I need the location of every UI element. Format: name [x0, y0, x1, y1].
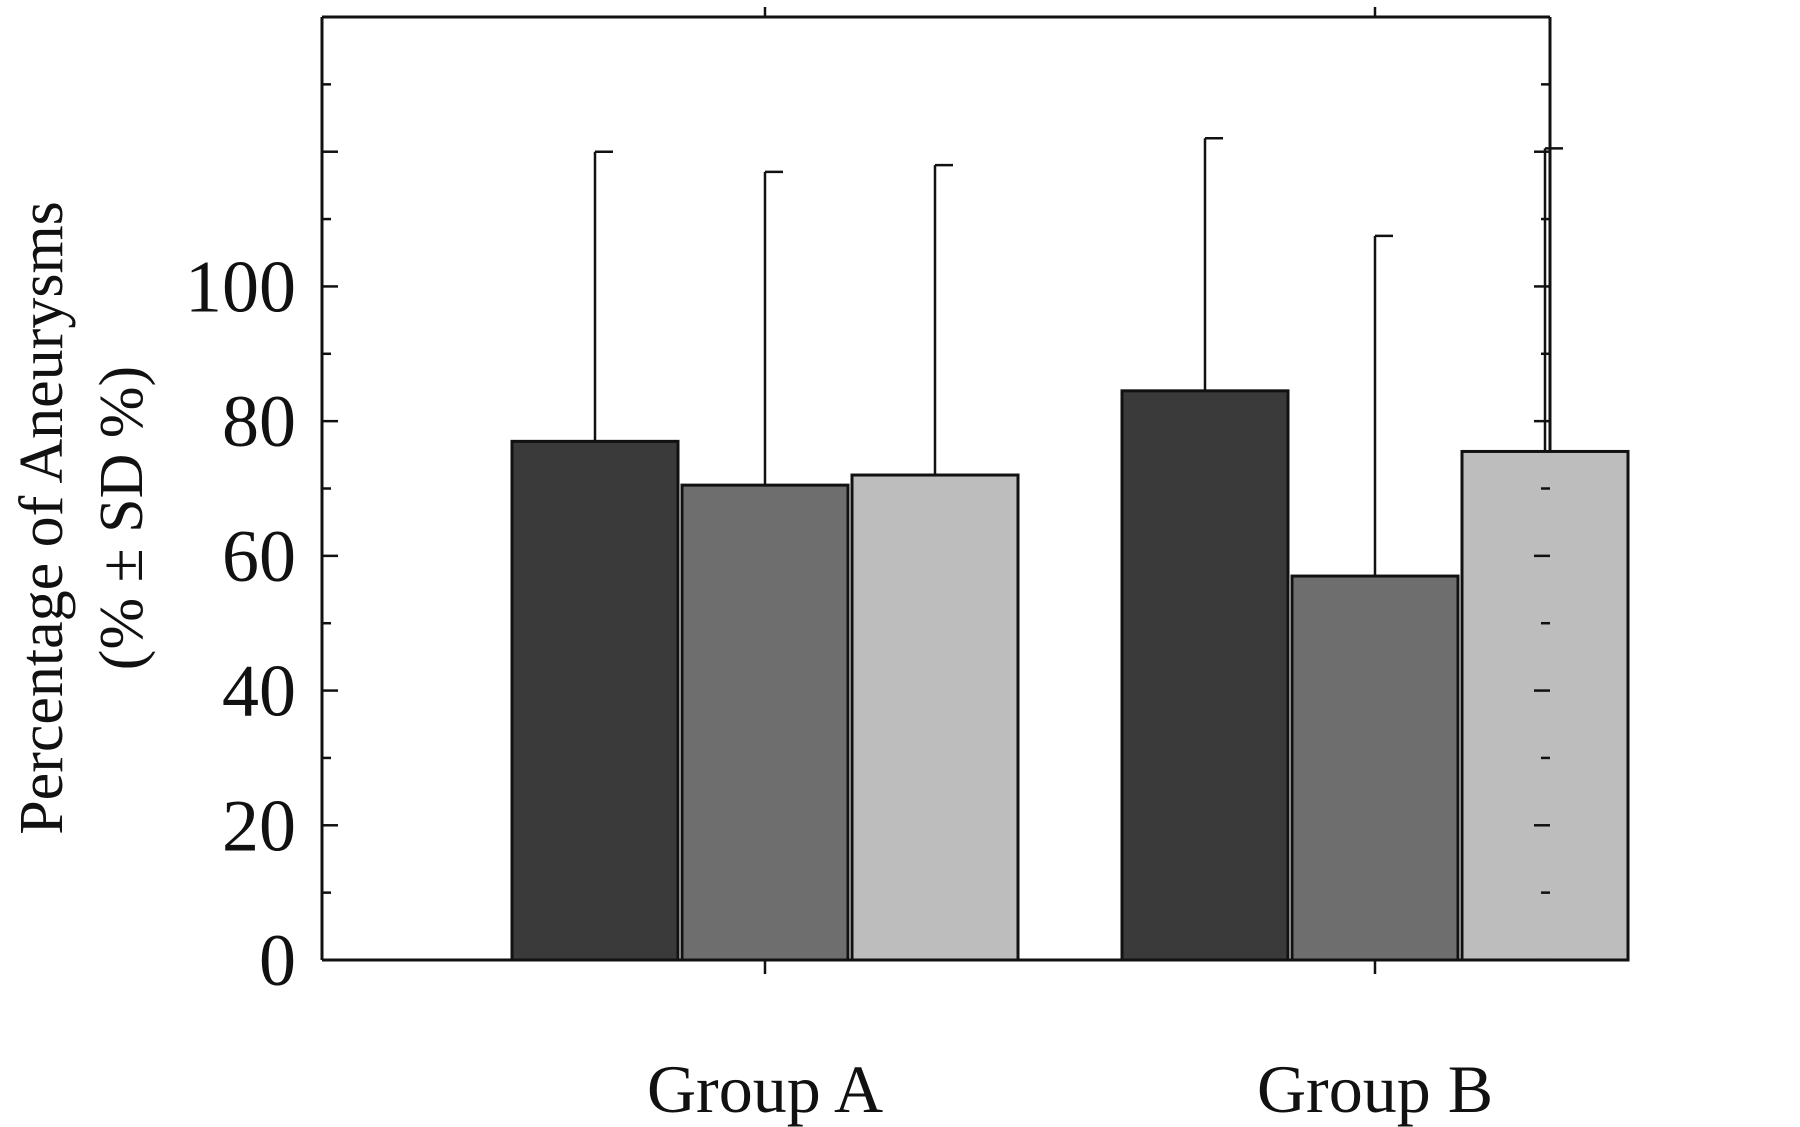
y-axis-title-line2: (% ± SD %) — [88, 366, 156, 670]
y-tick-label: 20 — [222, 785, 296, 867]
y-tick-label: 0 — [259, 920, 296, 1002]
x-category-label: Group B — [1257, 1051, 1493, 1127]
bar — [1120, 389, 1290, 962]
axis-ticks — [322, 7, 1550, 974]
bar — [510, 439, 680, 962]
x-category-label: Group A — [647, 1051, 883, 1127]
bar — [1290, 574, 1460, 962]
axis-labels: Percentage of Aneurysms (% ± SD %) 0 20 40… — [8, 201, 1493, 1127]
y-tick-label: 100 — [185, 246, 296, 328]
y-tick-label: 40 — [222, 651, 296, 733]
y-tick-label: 80 — [222, 381, 296, 463]
bars — [510, 389, 1630, 962]
bar — [680, 483, 850, 962]
y-tick-label: 60 — [222, 516, 296, 598]
error-bars — [593, 136, 1563, 577]
y-axis-title-line1: Percentage of Aneurysms — [8, 201, 76, 835]
bar — [1460, 449, 1630, 962]
bar — [850, 473, 1020, 962]
